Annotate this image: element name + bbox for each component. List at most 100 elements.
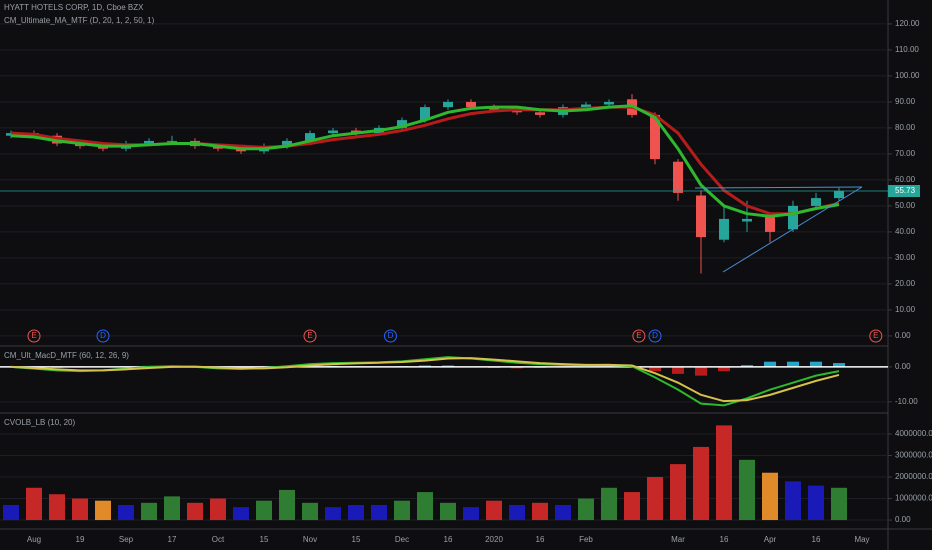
candle-body xyxy=(535,112,545,115)
trend-line xyxy=(694,186,863,189)
volume-bar xyxy=(831,487,847,521)
indicator-title: CM_Ult_MacD_MTF (60, 12, 26, 9) xyxy=(4,351,129,360)
chart-title: HYATT HOTELS CORP, 1D, Cboe BZX xyxy=(4,3,144,12)
y-tick-label: 100.00 xyxy=(895,71,920,80)
x-tick-label: 16 xyxy=(536,535,545,544)
y-tick-label: 70.00 xyxy=(895,149,916,158)
y-tick-label: 120.00 xyxy=(895,19,920,28)
x-tick-label: 15 xyxy=(260,535,269,544)
candle-body xyxy=(834,191,844,199)
volume-bar xyxy=(624,492,640,521)
y-tick-label: 10.00 xyxy=(895,305,916,314)
y-tick-label: 90.00 xyxy=(895,97,916,106)
volume-bar xyxy=(693,446,709,521)
candle-body xyxy=(581,104,591,108)
histogram-bar xyxy=(764,361,776,367)
x-tick-label: 16 xyxy=(444,535,453,544)
volume-bar xyxy=(739,459,755,521)
volume-bar xyxy=(555,504,571,521)
event-marker xyxy=(303,329,317,343)
x-tick-label: Apr xyxy=(764,535,777,544)
candle-body xyxy=(443,101,453,108)
volume-bar xyxy=(49,494,65,521)
volume-bar xyxy=(118,504,134,521)
volume-bar xyxy=(141,502,157,521)
event-marker xyxy=(96,329,110,343)
event-marker xyxy=(632,329,646,343)
volume-bar xyxy=(256,500,272,521)
plot-layer: 0.00 10.00 20.00 30.00 40.00 50.00 60.00 70.00 8… xyxy=(0,19,932,544)
volume-bar xyxy=(670,464,686,521)
volume-bar xyxy=(325,507,341,521)
event-marker xyxy=(869,329,883,343)
y-tick-label: 2000000.00 xyxy=(895,472,932,481)
x-tick-label: Aug xyxy=(27,535,41,544)
x-tick-label: 19 xyxy=(76,535,85,544)
y-tick-label: -10.00 xyxy=(895,397,918,406)
candle-body xyxy=(167,140,177,142)
y-tick-label: 3000000.00 xyxy=(895,451,932,460)
event-marker xyxy=(648,329,662,343)
candle-body xyxy=(420,107,430,121)
candle-body xyxy=(811,198,821,206)
candle-body xyxy=(719,218,729,240)
histogram-bar xyxy=(672,366,684,374)
y-tick-label: 4000000.00 xyxy=(895,429,932,438)
volume-bar xyxy=(647,477,663,521)
candle-body xyxy=(305,133,315,141)
histogram-bar xyxy=(718,366,730,372)
y-tick-label: 40.00 xyxy=(895,227,916,236)
volume-bar xyxy=(26,487,42,521)
y-tick-label: 0.00 xyxy=(895,331,911,340)
x-tick-label: Nov xyxy=(303,535,317,544)
y-tick-label: 110.00 xyxy=(895,45,919,54)
candle-body xyxy=(788,205,798,230)
x-tick-label: 16 xyxy=(720,535,729,544)
histogram-bar xyxy=(787,361,799,367)
volume-bar xyxy=(95,500,111,521)
x-tick-label: Sep xyxy=(119,535,134,544)
event-label: D xyxy=(388,331,394,340)
y-tick-label: 20.00 xyxy=(895,279,916,288)
volume-bar xyxy=(371,504,387,521)
y-tick-label: 30.00 xyxy=(895,253,916,262)
last-price-box xyxy=(888,185,920,198)
trend-line xyxy=(722,186,863,273)
histogram-bar xyxy=(810,361,822,367)
event-label: E xyxy=(873,331,878,340)
event-label: E xyxy=(307,331,312,340)
indicator-title: CVOLB_LB (10, 20) xyxy=(4,418,75,427)
volume-bar xyxy=(233,507,249,521)
volume-bar xyxy=(509,504,525,521)
x-tick-label: 16 xyxy=(812,535,821,544)
y-tick-label: 80.00 xyxy=(895,123,916,132)
y-tick-label: 50.00 xyxy=(895,201,916,210)
volume-bar xyxy=(486,500,502,521)
volume-bar xyxy=(417,492,433,521)
volume-bar xyxy=(578,498,594,521)
candle-body xyxy=(604,101,614,105)
line-series xyxy=(10,356,840,407)
volume-bar xyxy=(210,498,226,521)
y-tick-label: 1000000.00 xyxy=(895,494,932,503)
candle-body xyxy=(282,140,292,147)
event-label: E xyxy=(31,331,36,340)
candle-body xyxy=(397,120,407,128)
volume-bar xyxy=(762,472,778,521)
candle-body xyxy=(466,101,476,108)
x-tick-label: 15 xyxy=(352,535,361,544)
indicator-title: CM_Ultimate_MA_MTF (D, 20, 1, 2, 50, 1) xyxy=(4,16,155,25)
volume-bar xyxy=(3,504,19,521)
event-marker xyxy=(27,329,41,343)
line-series xyxy=(10,104,840,218)
volume-bar xyxy=(348,504,364,521)
event-label: E xyxy=(636,331,641,340)
candle-body xyxy=(328,130,338,134)
x-tick-label: Dec xyxy=(395,535,409,544)
candle-body xyxy=(673,161,683,193)
last-price-label: 55.73 xyxy=(895,186,916,195)
candle-body xyxy=(650,114,660,160)
x-tick-label: 17 xyxy=(168,535,177,544)
